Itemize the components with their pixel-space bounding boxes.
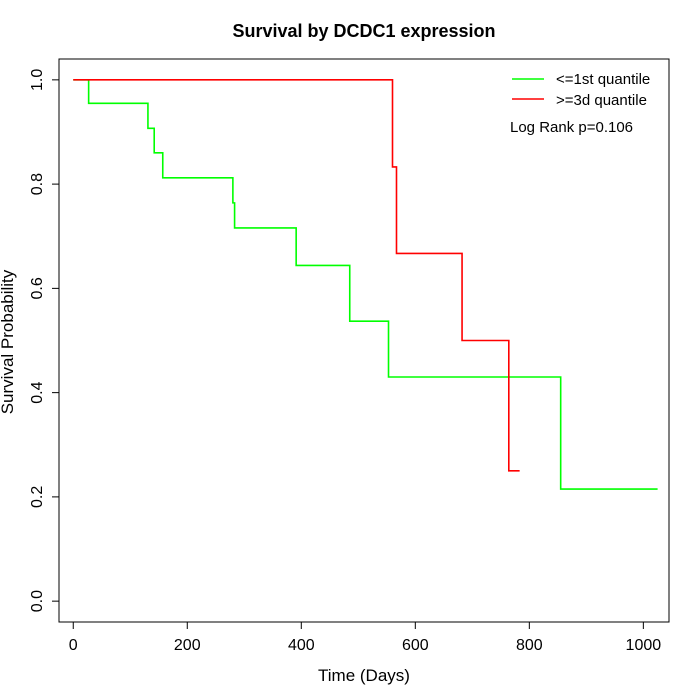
series-layer — [73, 79, 658, 490]
y-tick-label: 0.8 — [29, 173, 46, 195]
y-tick-label: 0.2 — [29, 486, 46, 508]
log-rank-annotation: Log Rank p=0.106 — [510, 119, 633, 136]
x-tick-label: 200 — [174, 637, 201, 654]
x-tick-label: 1000 — [626, 637, 662, 654]
y-tick-label: 1.0 — [29, 69, 46, 91]
x-tick-label: 0 — [69, 637, 78, 654]
y-tick-label: 0.0 — [29, 590, 46, 612]
x-tick-label: 800 — [516, 637, 543, 654]
x-tick-label: 600 — [402, 637, 429, 654]
x-axis: 0 200 400 600 800 1000 — [69, 621, 662, 654]
survival-curve-high-expression — [73, 79, 520, 472]
legend-label-low: <=1st quantile — [556, 71, 650, 88]
chart-title: Survival by DCDC1 expression — [232, 21, 495, 41]
x-axis-label: Time (Days) — [318, 666, 410, 685]
survival-curve-low-expression — [73, 79, 658, 490]
plot-frame — [58, 58, 670, 623]
y-tick-label: 0.4 — [29, 381, 46, 403]
y-tick-label: 0.6 — [29, 277, 46, 299]
legend: <=1st quantile >=3d quantile — [512, 71, 650, 109]
y-axis: 0.0 0.2 0.4 0.6 0.8 1.0 — [29, 69, 60, 612]
legend-label-high: >=3d quantile — [556, 92, 647, 109]
y-axis-label: Survival Probability — [0, 269, 17, 414]
x-tick-label: 400 — [288, 637, 315, 654]
